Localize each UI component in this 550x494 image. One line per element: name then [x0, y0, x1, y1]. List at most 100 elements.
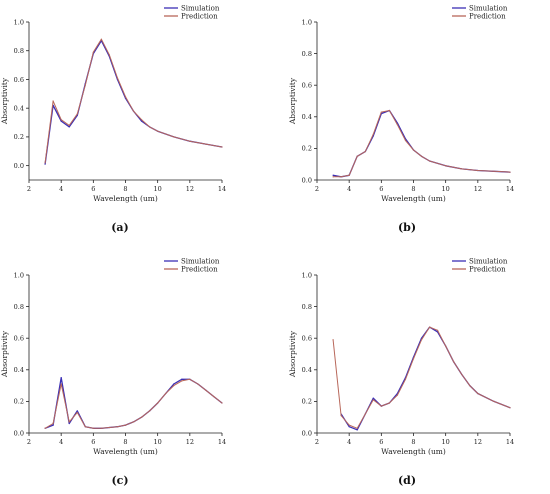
x-tick-label-b-4: 10 — [442, 185, 450, 193]
x-tick-label-c-3: 8 — [123, 438, 127, 446]
data-point-b-1-5 — [372, 133, 374, 135]
data-point-b-1-7 — [388, 109, 390, 112]
y-tick-label-d-5: 1.0 — [302, 271, 312, 279]
data-point-a-1-6 — [92, 51, 94, 53]
y-tick-label-a-4: 0.8 — [14, 47, 24, 55]
data-point-a-1-10 — [124, 96, 127, 98]
y-tick-label-c-4: 0.8 — [14, 303, 24, 311]
x-tick-label-b-3: 8 — [411, 185, 415, 193]
y-tick-label-a-1: 0.2 — [14, 133, 24, 141]
data-point-b-1-13 — [445, 165, 447, 167]
x-tick-label-d-5: 12 — [474, 438, 482, 446]
y-axis-label-d: Absorptivity — [288, 330, 297, 378]
x-tick-label-a-4: 10 — [154, 185, 162, 193]
x-tick-label-d-6: 14 — [506, 438, 514, 446]
data-point-c-1-3 — [68, 421, 70, 423]
data-point-a-1-7 — [100, 38, 102, 40]
data-point-c-1-21 — [213, 396, 215, 398]
y-tick-label-b-5: 1.0 — [302, 18, 312, 26]
data-point-d-1-12 — [428, 326, 431, 328]
data-point-c-1-10 — [124, 424, 127, 426]
data-point-b-1-8 — [396, 124, 399, 126]
data-point-a-1-0 — [44, 162, 46, 164]
y-tick-label-b-0: 0.0 — [302, 176, 312, 184]
legend-label-d-1: Prediction — [469, 266, 506, 274]
legend-label-d-0: Simulation — [469, 258, 508, 266]
y-tick-label-c-5: 1.0 — [14, 271, 24, 279]
panel-d: 2 4 6 8 10 12 14 0.0 0.2 0.4 0.6 0.8 1.0 Wavelength (… — [288, 258, 514, 457]
data-point-d-1-19 — [493, 400, 495, 402]
x-tick-label-a-0: 2 — [27, 185, 31, 193]
data-point-a-1-18 — [221, 146, 223, 148]
data-point-d-0-1 — [348, 426, 350, 428]
x-tick-label-b-5: 12 — [474, 185, 482, 193]
x-tick-label-c-2: 6 — [91, 438, 95, 446]
x-tick-label-c-5: 12 — [186, 438, 194, 446]
x-tick-label-b-6: 14 — [506, 185, 514, 193]
series-line-b-0 — [332, 109, 511, 178]
data-point-c-1-18 — [189, 378, 191, 380]
x-axis-label-a: Wavelength (um) — [93, 194, 158, 203]
data-point-c-0-4 — [76, 410, 78, 412]
legend-label-a-1: Prediction — [181, 13, 218, 21]
data-point-c-1-16 — [173, 385, 175, 387]
x-tick-label-a-1: 4 — [59, 185, 63, 193]
panel-caption-b: (b) — [397, 221, 417, 234]
data-point-a-0-12 — [140, 120, 143, 122]
series-line-d-1 — [332, 326, 511, 429]
data-point-d-1-1 — [340, 415, 342, 417]
data-point-b-1-1 — [340, 176, 342, 178]
data-point-d-1-8 — [396, 394, 399, 396]
data-point-d-1-13 — [437, 329, 439, 331]
data-point-a-1-13 — [149, 126, 151, 128]
data-point-c-1-15 — [165, 392, 167, 395]
legend-label-b-0: Simulation — [469, 5, 508, 13]
data-point-b-1-15 — [477, 169, 479, 172]
data-point-a-1-8 — [108, 54, 111, 56]
data-point-d-1-20 — [509, 407, 511, 409]
x-tick-label-c-4: 10 — [154, 438, 162, 446]
data-point-d-1-10 — [412, 358, 415, 360]
data-point-d-0-4 — [372, 397, 374, 399]
data-point-c-1-14 — [157, 402, 159, 404]
data-point-d-1-9 — [404, 378, 407, 380]
data-point-a-0-0 — [44, 163, 46, 165]
data-point-d-1-6 — [380, 405, 382, 407]
y-tick-label-b-3: 0.6 — [302, 82, 312, 90]
y-tick-label-d-0: 0.0 — [302, 429, 312, 437]
data-point-a-1-3 — [68, 124, 70, 127]
legend-label-c-0: Simulation — [181, 258, 220, 266]
data-point-b-1-3 — [356, 155, 358, 157]
y-tick-label-c-2: 0.4 — [14, 366, 24, 374]
series-line-b-1 — [333, 110, 511, 178]
data-point-b-1-6 — [380, 111, 382, 113]
data-point-d-1-17 — [469, 385, 471, 387]
data-point-a-1-9 — [116, 77, 119, 79]
x-tick-label-c-1: 4 — [59, 438, 63, 446]
y-axis-label-c: Absorptivity — [0, 330, 9, 378]
data-point-b-1-11 — [420, 155, 423, 157]
y-tick-label-d-2: 0.4 — [302, 366, 312, 374]
panel-b: 2 4 6 8 10 12 14 0.0 0.2 0.4 0.6 0.8 1.0 Wavelength (… — [288, 5, 514, 204]
data-point-c-0-16 — [173, 383, 175, 385]
x-axis-label-c: Wavelength (um) — [93, 447, 158, 456]
y-tick-label-b-2: 0.4 — [302, 113, 312, 121]
data-point-c-1-4 — [76, 411, 78, 414]
legend-label-c-1: Prediction — [181, 266, 218, 274]
data-point-c-1-9 — [116, 426, 119, 428]
data-point-c-1-8 — [108, 426, 111, 429]
x-axis-label-b: Wavelength (um) — [381, 194, 446, 203]
data-point-b-0-0 — [332, 174, 334, 176]
series-line-c-0 — [44, 377, 223, 429]
data-point-c-1-13 — [149, 410, 151, 412]
data-point-b-1-2 — [348, 174, 350, 176]
data-point-a-1-4 — [76, 113, 78, 115]
data-point-d-1-7 — [388, 402, 390, 404]
data-point-c-1-0 — [44, 427, 46, 429]
data-point-b-1-0 — [332, 176, 334, 178]
legend-label-b-1: Prediction — [469, 13, 506, 21]
data-point-b-1-16 — [493, 170, 495, 172]
data-point-d-1-4 — [364, 413, 366, 415]
y-tick-label-d-1: 0.2 — [302, 398, 312, 406]
data-point-d-1-15 — [453, 361, 455, 363]
